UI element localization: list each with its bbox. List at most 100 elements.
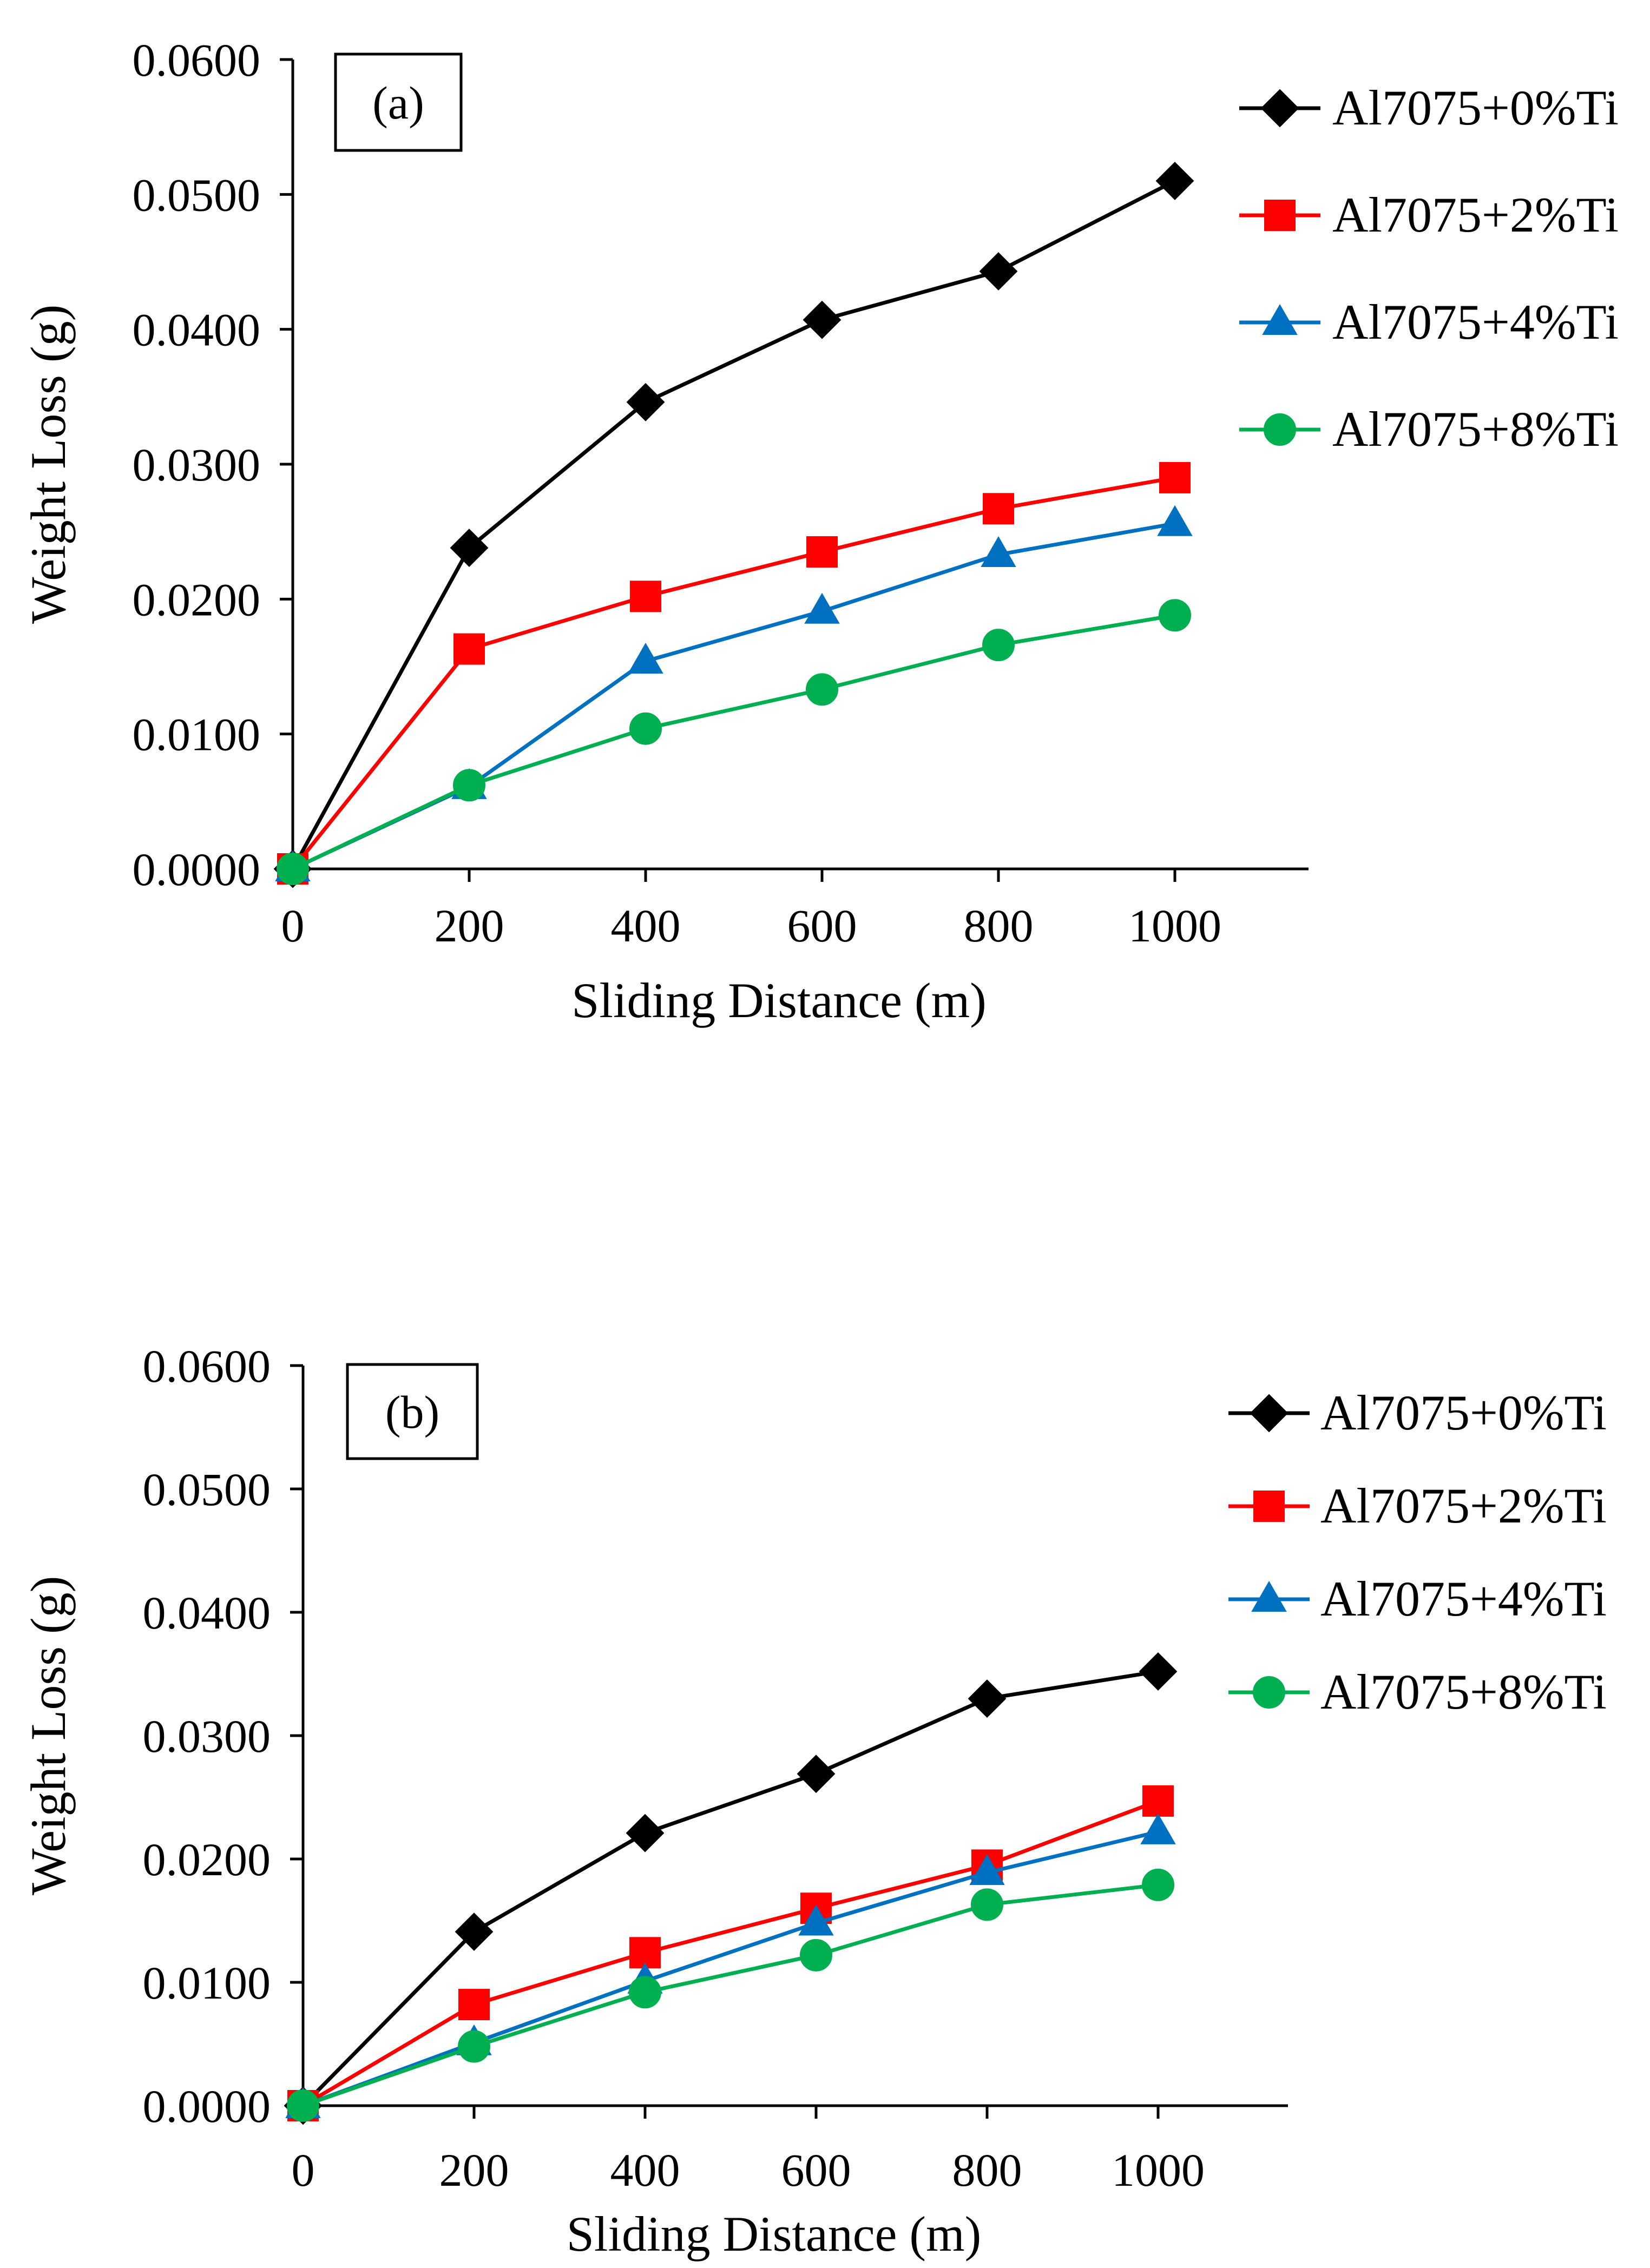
legend-item: Al7075+0%Ti: [1239, 80, 1619, 135]
data-point: [626, 383, 665, 421]
legend-label: Al7075+0%Ti: [1320, 1385, 1607, 1440]
data-point: [800, 1939, 832, 1972]
legend: Al7075+0%Ti Al7075+2%Ti Al7075+4%Ti Al7075+…: [1239, 80, 1619, 457]
data-point: [982, 629, 1015, 662]
data-point: [1142, 1868, 1174, 1901]
chart-panel-b: 0.0000 0.0100 0.0200 0.0300 0.0400 0.0500 0.06…: [21, 1340, 1607, 2262]
x-tick-label: 0: [281, 900, 305, 952]
x-tick-label: 0: [292, 2144, 315, 2196]
panel-label: (a): [372, 77, 424, 129]
legend: Al7075+0%Ti Al7075+2%Ti Al7075+4%Ti Al7075+…: [1228, 1385, 1607, 1719]
data-point: [453, 769, 485, 802]
legend-label: Al7075+4%Ti: [1320, 1571, 1607, 1626]
data-point: [626, 1814, 665, 1852]
x-tick-label: 200: [439, 2144, 509, 2196]
data-point: [804, 592, 840, 624]
legend-label: Al7075+4%Ti: [1332, 294, 1619, 350]
series-al7075-0-ti: [284, 1652, 1178, 2125]
data-point: [455, 1913, 494, 1951]
data-point: [1142, 1785, 1174, 1817]
legend-item: Al7075+2%Ti: [1239, 187, 1619, 242]
data-point: [1155, 161, 1194, 200]
data-point: [806, 673, 838, 706]
x-tick-label: 600: [787, 900, 857, 952]
data-point: [277, 853, 309, 885]
legend-marker: [1253, 1676, 1285, 1709]
data-point: [983, 493, 1014, 525]
series-al7075-8-ti: [277, 599, 1191, 885]
chart-panel-a: 0.0000 0.0100 0.0200 0.0300 0.0400 0.0500 0.06…: [21, 34, 1619, 1028]
data-point: [630, 581, 661, 612]
y-tick-label: 0.0400: [143, 1587, 271, 1639]
data-point: [1139, 1652, 1178, 1691]
legend-item: Al7075+0%Ti: [1228, 1385, 1607, 1440]
data-point: [458, 1989, 490, 2021]
data-point: [1140, 1813, 1176, 1844]
series-al7075-4-ti: [275, 505, 1193, 881]
legend-marker: [1251, 1580, 1287, 1612]
series-line: [292, 613, 1175, 871]
legend-marker: [1253, 1491, 1285, 1522]
legend-marker: [1264, 413, 1296, 446]
data-point: [798, 1904, 834, 1936]
x-tick-label: 800: [952, 2144, 1022, 2196]
series-line: [302, 1799, 1159, 2108]
legend-item: Al7075+8%Ti: [1239, 401, 1619, 457]
series-line: [301, 1669, 1159, 2107]
y-tick-label: 0.0600: [143, 1340, 271, 1392]
x-tick-label: 1000: [1112, 2144, 1205, 2196]
legend-label: Al7075+2%Ti: [1320, 1478, 1607, 1533]
y-tick-label: 0.0200: [133, 573, 261, 625]
legend-label: Al7075+2%Ti: [1332, 187, 1619, 242]
series-line: [302, 1883, 1159, 2108]
x-tick-label: 600: [781, 2144, 851, 2196]
data-point: [458, 2030, 490, 2063]
x-tick-label: 200: [435, 900, 504, 952]
series-line: [291, 476, 1175, 871]
data-point: [628, 643, 663, 674]
series-line: [291, 179, 1176, 870]
y-tick-label: 0.0200: [143, 1834, 271, 1885]
x-tick-label: 800: [964, 900, 1034, 952]
data-point: [453, 633, 485, 665]
y-tick-label: 0.0400: [133, 304, 261, 356]
legend-label: Al7075+0%Ti: [1332, 80, 1619, 135]
data-point: [806, 536, 838, 568]
panel-label-box: [346, 1363, 479, 1460]
x-tick-label: 1000: [1128, 900, 1221, 952]
data-point: [1159, 599, 1191, 632]
y-tick-label: 0.0100: [143, 1957, 271, 2009]
data-point: [1159, 461, 1191, 493]
legend-label: Al7075+8%Ti: [1320, 1664, 1607, 1719]
series-al7075-2-ti: [277, 461, 1191, 885]
data-point: [797, 1755, 836, 1794]
y-tick-label: 0.0600: [133, 34, 261, 86]
legend-marker: [1264, 200, 1296, 231]
x-tick-label: 400: [611, 900, 681, 952]
series-al7075-4-ti: [285, 1813, 1176, 2118]
y-tick-label: 0.0100: [133, 709, 261, 761]
data-point: [981, 536, 1016, 568]
legend-item: Al7075+2%Ti: [1228, 1478, 1607, 1533]
series-line: [302, 1830, 1159, 2108]
data-point: [450, 529, 489, 568]
series-al7075-8-ti: [287, 1868, 1174, 2122]
y-tick-label: 0.0000: [143, 2080, 271, 2132]
y-tick-label: 0.0500: [143, 1463, 271, 1515]
y-tick-label: 0.0300: [133, 439, 261, 491]
data-point: [629, 712, 662, 745]
y-axis-label: Weight Loss (g): [21, 305, 76, 624]
legend-marker: [1262, 304, 1298, 335]
data-point: [971, 1888, 1003, 1921]
legend-marker: [1250, 1394, 1289, 1433]
data-point: [1157, 505, 1193, 536]
data-point: [287, 2089, 319, 2122]
legend-item: Al7075+8%Ti: [1228, 1664, 1607, 1719]
legend-item: Al7075+4%Ti: [1228, 1571, 1607, 1626]
legend-marker: [1260, 89, 1299, 128]
legend-item: Al7075+4%Ti: [1239, 294, 1619, 350]
y-axis-label: Weight Loss (g): [21, 1576, 76, 1896]
data-point: [629, 1976, 661, 2009]
x-axis-label: Sliding Distance (m): [571, 973, 987, 1028]
